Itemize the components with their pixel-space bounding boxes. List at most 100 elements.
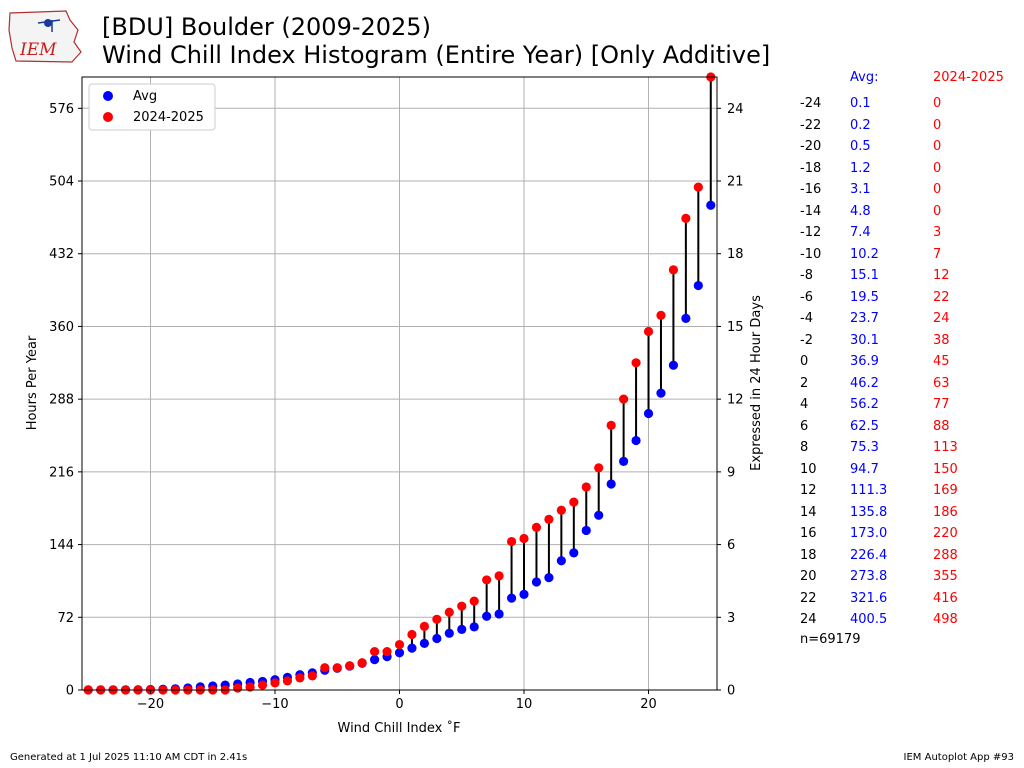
avg-point [457, 624, 467, 635]
recent-point [594, 463, 604, 473]
avg-point [556, 556, 566, 566]
avg-point [531, 577, 542, 587]
x-tick-label: 10 [516, 697, 533, 712]
y-tick-label: 72 [57, 611, 74, 626]
avg-point [643, 408, 654, 419]
y-right-tick-label: 9 [727, 465, 735, 480]
avg-point [693, 280, 703, 291]
y-right-tick-label: 15 [727, 320, 744, 335]
recent-point [369, 647, 380, 657]
avg-point [469, 622, 479, 632]
y-right-tick-label: 6 [727, 538, 735, 553]
recent-point [419, 621, 430, 631]
recent-point [631, 358, 641, 368]
avg-point [419, 638, 430, 648]
chart-title-line1: [BDU] Boulder (2009-2025) [102, 13, 431, 41]
avg-point [631, 435, 641, 446]
y-tick-label: 504 [49, 175, 74, 190]
recent-point [494, 571, 504, 581]
y-tick-label: 216 [49, 465, 74, 480]
recent-point [457, 601, 467, 611]
avg-point [519, 589, 529, 599]
avg-point [407, 643, 417, 653]
y-tick-label: 432 [49, 247, 74, 262]
avg-point [444, 628, 454, 638]
avg-point [606, 479, 616, 489]
recent-point [295, 673, 305, 683]
avg-point [369, 655, 380, 665]
legend-marker-recent [103, 112, 113, 122]
x-tick-label: 0 [395, 697, 403, 712]
recent-point [307, 671, 317, 681]
avg-point [594, 510, 604, 520]
y-tick-label: 288 [49, 393, 74, 408]
recent-point [506, 536, 517, 547]
recent-point [668, 265, 679, 275]
x-axis-label: Wind Chill Index ˚F [338, 720, 461, 736]
recent-point [693, 182, 703, 192]
y-axis-label: Hours Per Year [25, 335, 40, 430]
avg-point [656, 388, 666, 398]
y-axis-right-label: Expressed in 24 Hour Days [749, 295, 764, 471]
recent-point [681, 213, 691, 223]
recent-point [382, 647, 392, 657]
generated-note: Generated at 1 Jul 2025 11:10 AM CDT in … [10, 752, 248, 763]
y-tick-label: 144 [49, 538, 74, 553]
avg-point [482, 611, 492, 621]
y-right-tick-label: 3 [727, 611, 735, 626]
recent-point [643, 326, 654, 337]
recent-point [556, 505, 566, 515]
avg-point [494, 609, 504, 619]
avg-point [706, 200, 716, 210]
avg-point [619, 456, 629, 466]
recent-point [332, 663, 342, 673]
y-right-tick-label: 24 [727, 102, 744, 117]
legend-label-recent: 2024-2025 [133, 110, 204, 125]
recent-point [233, 683, 243, 693]
recent-point [257, 680, 268, 690]
y-right-tick-label: 0 [727, 684, 735, 699]
avg-point [681, 313, 691, 323]
recent-point [482, 575, 492, 585]
recent-point [357, 658, 367, 668]
recent-point [320, 663, 330, 673]
avg-point [544, 572, 554, 583]
iem-logo: IEM [8, 10, 82, 63]
avg-point [569, 548, 579, 558]
avg-point [432, 633, 442, 644]
legend-label-avg: Avg [133, 89, 157, 104]
y-tick-label: 0 [66, 684, 74, 699]
y-right-tick-label: 12 [727, 393, 744, 408]
recent-point [544, 514, 554, 524]
recent-point [619, 394, 629, 404]
recent-point [345, 661, 355, 671]
recent-point [656, 310, 666, 320]
recent-point [519, 533, 529, 544]
legend: Avg 2024-2025 [88, 83, 216, 131]
recent-point [581, 482, 591, 492]
recent-point [245, 682, 255, 692]
recent-point [444, 607, 454, 617]
recent-point [469, 596, 479, 606]
recent-point [407, 629, 417, 640]
avg-point [394, 648, 405, 658]
recent-point [282, 676, 293, 686]
recent-point [394, 639, 405, 650]
x-tick-label: −10 [261, 697, 288, 712]
recent-point [270, 678, 280, 688]
y-right-tick-label: 21 [727, 175, 744, 190]
grid-lines [82, 77, 717, 691]
logo-text: IEM [19, 40, 57, 60]
y-tick-label: 576 [49, 102, 74, 117]
recent-point [531, 522, 542, 533]
x-tick-label: 20 [640, 697, 657, 712]
chart-title-line2: Wind Chill Index Histogram (Entire Year)… [102, 41, 771, 69]
legend-marker-avg [103, 91, 113, 101]
avg-point [581, 525, 591, 536]
y-tick-label: 360 [49, 320, 74, 335]
recent-point [606, 420, 616, 431]
app-note: IEM Autoplot App #93 [903, 752, 1014, 763]
avg-point [668, 360, 679, 370]
recent-point [569, 497, 579, 507]
